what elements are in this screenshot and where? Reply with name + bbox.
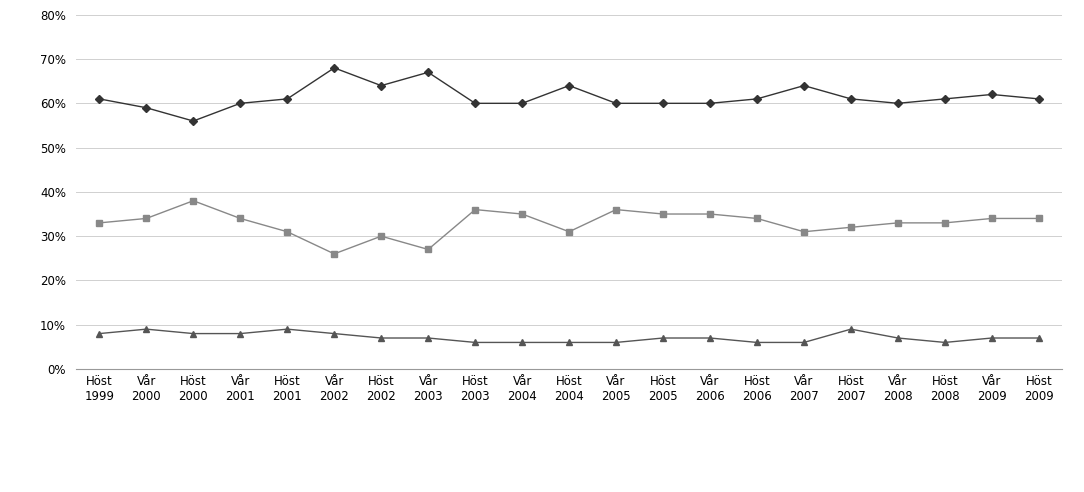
För <box>281 96 294 102</box>
DK <box>327 331 340 337</box>
Mot <box>468 207 481 213</box>
För <box>844 96 857 102</box>
För <box>891 100 904 106</box>
Mot <box>798 229 811 235</box>
För <box>468 100 481 106</box>
Mot <box>1032 215 1045 221</box>
För <box>93 96 106 102</box>
Mot <box>281 229 294 235</box>
DK <box>1032 335 1045 341</box>
Mot <box>234 215 247 221</box>
DK <box>750 339 763 345</box>
Line: DK: DK <box>96 326 1042 345</box>
DK <box>939 339 952 345</box>
Mot <box>93 220 106 226</box>
DK <box>281 326 294 332</box>
DK <box>140 326 153 332</box>
För <box>657 100 670 106</box>
DK <box>375 335 388 341</box>
DK <box>609 339 622 345</box>
För <box>704 100 717 106</box>
DK <box>422 335 435 341</box>
DK <box>985 335 998 341</box>
Mot <box>375 233 388 239</box>
Line: För: För <box>96 65 1042 124</box>
DK <box>93 331 106 337</box>
DK <box>798 339 811 345</box>
DK <box>468 339 481 345</box>
Mot <box>563 229 576 235</box>
För <box>939 96 952 102</box>
Mot <box>422 246 435 252</box>
För <box>985 92 998 97</box>
Mot <box>704 211 717 217</box>
Mot <box>327 251 340 257</box>
DK <box>516 339 529 345</box>
Mot <box>140 215 153 221</box>
DK <box>657 335 670 341</box>
Mot <box>657 211 670 217</box>
DK <box>563 339 576 345</box>
Line: Mot: Mot <box>96 198 1042 257</box>
För <box>609 100 622 106</box>
För <box>798 83 811 89</box>
För <box>234 100 247 106</box>
DK <box>186 331 199 337</box>
För <box>516 100 529 106</box>
DK <box>704 335 717 341</box>
DK <box>844 326 857 332</box>
För <box>422 69 435 75</box>
För <box>327 65 340 71</box>
För <box>186 118 199 124</box>
Mot <box>186 198 199 204</box>
För <box>750 96 763 102</box>
Mot <box>939 220 952 226</box>
DK <box>234 331 247 337</box>
Mot <box>844 224 857 230</box>
För <box>140 105 153 111</box>
Mot <box>985 215 998 221</box>
För <box>563 83 576 89</box>
För <box>1032 96 1045 102</box>
Mot <box>750 215 763 221</box>
Mot <box>891 220 904 226</box>
DK <box>891 335 904 341</box>
Mot <box>609 207 622 213</box>
För <box>375 83 388 89</box>
Legend: För, Mot, DK: För, Mot, DK <box>466 489 672 492</box>
Mot <box>516 211 529 217</box>
